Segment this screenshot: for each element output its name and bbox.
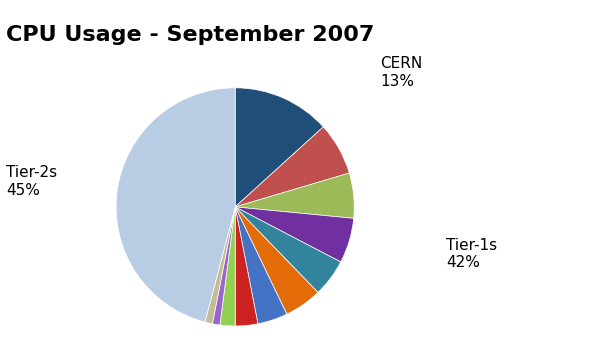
Wedge shape	[205, 207, 235, 324]
Wedge shape	[235, 173, 354, 218]
Wedge shape	[235, 207, 258, 326]
Text: Tier-2s
45%: Tier-2s 45%	[6, 165, 57, 198]
Wedge shape	[235, 207, 341, 293]
Wedge shape	[235, 88, 323, 207]
Wedge shape	[235, 207, 354, 262]
Wedge shape	[220, 207, 235, 326]
Text: CERN
13%: CERN 13%	[380, 56, 422, 89]
Text: CPU Usage - September 2007: CPU Usage - September 2007	[6, 25, 374, 45]
Wedge shape	[116, 88, 235, 322]
Wedge shape	[235, 207, 318, 314]
Wedge shape	[235, 207, 287, 324]
Wedge shape	[212, 207, 235, 325]
Text: Tier-1s
42%: Tier-1s 42%	[446, 238, 497, 270]
Wedge shape	[235, 127, 349, 207]
